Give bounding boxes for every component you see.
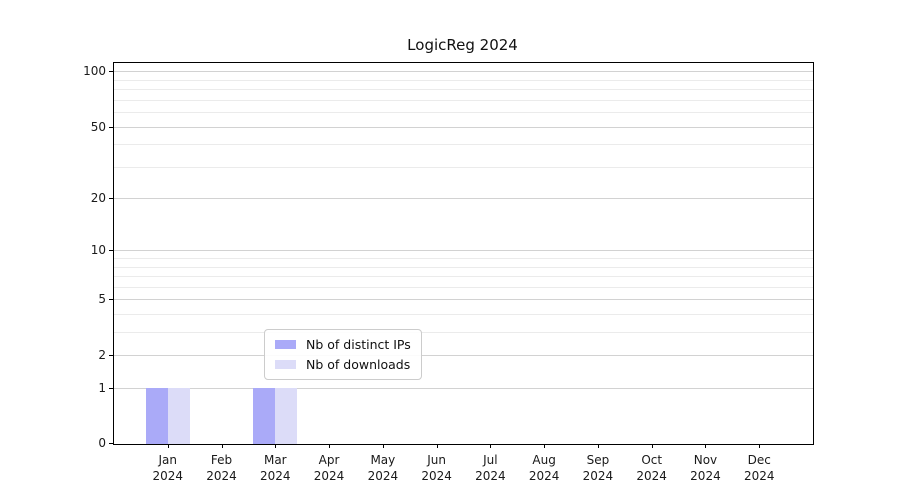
x-tick-month: Jan: [158, 453, 178, 467]
plot-area: 0 1 2 5 10 20 50 100 Jan 2024 Feb 2024 Mar 2024 Apr 202…: [83, 62, 814, 483]
legend-swatch-distinct-ips: [275, 340, 296, 349]
x-axis-tick-label: Nov 2024: [673, 452, 737, 484]
y-axis-tick-label: 100: [83, 64, 106, 79]
x-axis-tick: [167, 444, 169, 448]
x-axis-tick-label: Jan 2024: [136, 452, 200, 484]
x-tick-year: 2024: [313, 469, 345, 483]
y-axis-tick: [109, 71, 113, 73]
bar-distinct-ips-mar: [253, 388, 276, 444]
gridline-minor: [114, 112, 813, 114]
x-axis-tick: [597, 444, 599, 448]
x-axis-tick-label: Oct 2024: [620, 452, 684, 484]
gridline-major: [114, 126, 813, 128]
gridline-minor: [114, 276, 813, 278]
gridline-minor: [114, 79, 813, 81]
x-tick-month: Nov: [693, 453, 718, 467]
x-axis-tick-label: Dec 2024: [727, 452, 791, 484]
legend-entry-downloads: Nb of downloads: [275, 357, 411, 372]
x-axis-tick: [544, 444, 546, 448]
x-tick-year: 2024: [690, 469, 721, 483]
y-axis-tick: [109, 126, 113, 128]
y-axis-tick: [109, 388, 113, 390]
x-axis-tick-label: Jul 2024: [458, 452, 522, 484]
gridline-minor: [114, 266, 813, 268]
x-tick-month: Mar: [263, 453, 287, 467]
legend-label-downloads: Nb of downloads: [306, 357, 411, 372]
x-tick-month: May: [370, 453, 396, 467]
y-axis-tick: [109, 355, 113, 357]
y-axis-tick: [109, 198, 113, 200]
x-tick-month: Feb: [210, 453, 233, 467]
x-axis-tick: [759, 444, 761, 448]
x-axis-tick-label: May 2024: [351, 452, 415, 484]
gridline-major: [114, 250, 813, 252]
x-axis-tick: [651, 444, 653, 448]
legend-entry-distinct-ips: Nb of distinct IPs: [275, 337, 411, 352]
x-tick-year: 2024: [743, 469, 775, 483]
x-tick-month: Jun: [427, 453, 446, 467]
x-tick-month: Oct: [641, 453, 663, 467]
x-tick-year: 2024: [582, 469, 614, 483]
x-axis-tick-label: Apr 2024: [297, 452, 361, 484]
y-axis-tick-label: 1: [98, 381, 106, 396]
legend-swatch-downloads: [275, 360, 296, 369]
x-axis-tick-label: Sep 2024: [566, 452, 630, 484]
x-tick-year: 2024: [528, 469, 560, 483]
x-axis-tick-label: Jun 2024: [405, 452, 469, 484]
gridline-minor: [114, 89, 813, 91]
y-axis-tick: [109, 299, 113, 301]
x-axis-tick: [436, 444, 438, 448]
x-tick-year: 2024: [475, 469, 506, 483]
x-axis-tick: [490, 444, 492, 448]
x-axis-tick-label: Feb 2024: [190, 452, 254, 484]
gridline-major: [114, 299, 813, 301]
x-axis-tick: [275, 444, 277, 448]
gridline-major: [114, 388, 813, 390]
x-axis-tick: [329, 444, 331, 448]
gridline-minor: [114, 144, 813, 146]
legend: Nb of distinct IPs Nb of downloads: [264, 329, 422, 380]
x-tick-month: Dec: [747, 453, 771, 467]
gridline-minor: [114, 166, 813, 168]
y-axis-tick-label: 2: [98, 348, 106, 363]
x-tick-year: 2024: [260, 469, 291, 483]
y-axis-tick: [109, 250, 113, 252]
x-tick-year: 2024: [421, 469, 452, 483]
y-axis-tick-label: 5: [98, 292, 106, 307]
gridline-minor: [114, 332, 813, 334]
x-axis-tick: [382, 444, 384, 448]
x-axis-tick-label: Aug 2024: [512, 452, 576, 484]
y-axis-tick: [109, 443, 113, 444]
gridline-minor: [114, 99, 813, 101]
x-tick-month: Apr: [318, 453, 340, 467]
y-axis-tick-label: 50: [90, 119, 106, 134]
x-tick-year: 2024: [636, 469, 667, 483]
y-axis-tick-label: 10: [90, 243, 106, 258]
x-axis-tick: [221, 444, 223, 448]
gridline-minor: [114, 314, 813, 316]
bar-distinct-ips-jan: [145, 388, 168, 444]
gridline-major: [114, 355, 813, 357]
chart-title: LogicReg 2024: [407, 36, 518, 54]
x-tick-year: 2024: [206, 469, 237, 483]
y-axis-tick-label: 0: [98, 436, 106, 450]
x-tick-year: 2024: [367, 469, 399, 483]
gridline-major: [114, 198, 813, 200]
gridline-major: [114, 71, 813, 73]
gridline-minor: [114, 258, 813, 260]
bar-downloads-mar: [275, 388, 298, 444]
x-tick-month: Aug: [532, 453, 556, 467]
x-tick-year: 2024: [152, 469, 184, 483]
x-tick-month: Sep: [586, 453, 610, 467]
gridline-minor: [114, 286, 813, 288]
x-axis-tick-label: Mar 2024: [243, 452, 307, 484]
x-tick-month: Jul: [483, 453, 498, 467]
y-axis-tick-label: 20: [90, 191, 106, 206]
x-axis-tick: [705, 444, 707, 448]
bar-downloads-jan: [167, 388, 190, 444]
legend-label-distinct-ips: Nb of distinct IPs: [306, 337, 411, 352]
